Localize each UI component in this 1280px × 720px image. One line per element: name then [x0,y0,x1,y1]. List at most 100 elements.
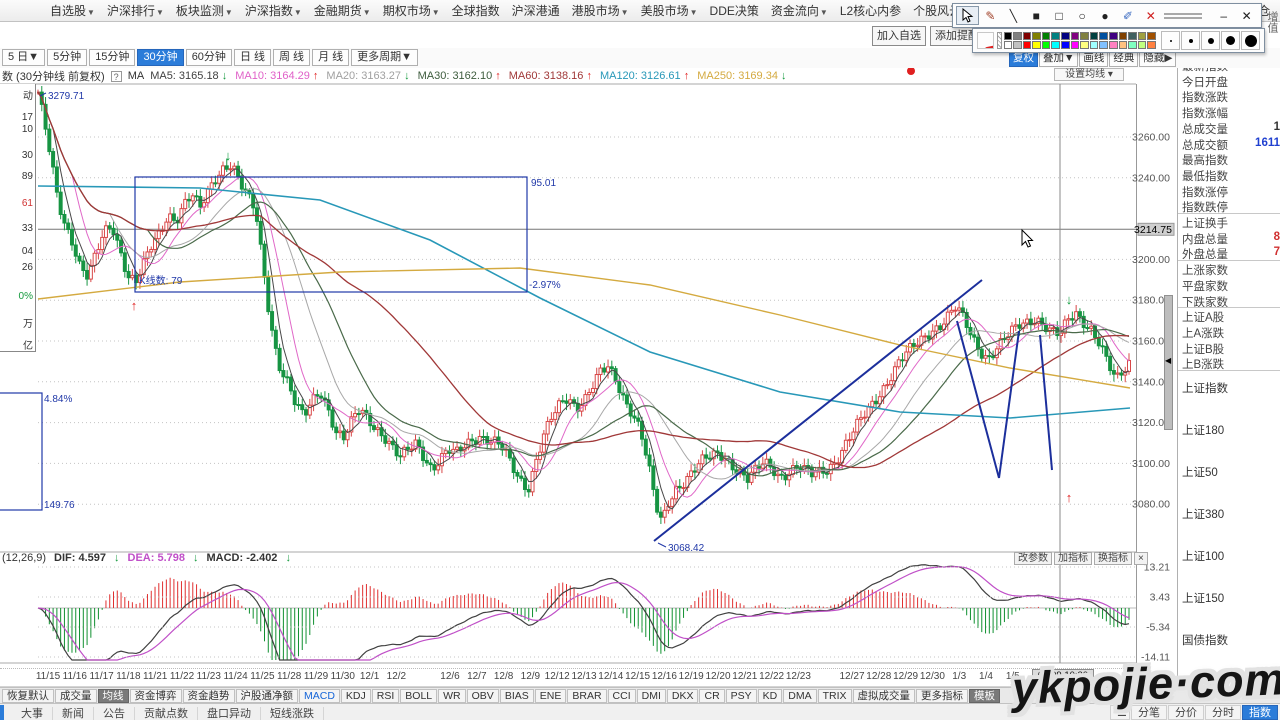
color-swatch[interactable] [1147,32,1156,40]
brush-tool[interactable]: ✐ [1122,8,1133,23]
color-swatch[interactable] [1013,41,1022,49]
line-width-option[interactable] [1201,31,1220,50]
menu-item-L2核心内参[interactable]: L2核心内参 [839,4,902,18]
color-swatch[interactable] [1013,32,1022,40]
statusbar-item-大事[interactable]: 大事 [12,707,53,720]
color-swatch[interactable] [1080,32,1089,40]
filled-rect-tool[interactable]: ■ [1032,8,1040,23]
quote-item-国债指数[interactable]: 国债指数 [1182,635,1228,647]
indicator-tab-RSI[interactable]: RSI [371,688,400,703]
menu-item-沪深港通[interactable]: 沪深港通 [511,4,560,18]
macd-button-改参数[interactable]: 改参数 [1014,552,1052,565]
color-swatch[interactable] [1137,32,1147,40]
color-swatch[interactable] [1099,41,1109,49]
indicator-tab-模板[interactable]: 模板 [969,688,1001,703]
menu-item-期权市场[interactable]: 期权市场▼ [382,4,440,18]
indicator-tab-更多指标[interactable]: 更多指标 [916,688,969,703]
statusbar-item-盘口异动[interactable]: 盘口异动 [198,707,261,720]
indicator-tab-BOLL[interactable]: BOLL [400,688,438,703]
color-swatch[interactable] [1118,32,1128,40]
pencil-tool[interactable]: ✎ [985,8,996,23]
color-swatch[interactable] [1070,41,1080,49]
color-swatch[interactable] [1109,41,1118,49]
color-swatch[interactable] [1022,32,1032,40]
color-swatch[interactable] [1003,32,1013,40]
ma-settings-dropdown[interactable]: 设置均线 ▾ [1054,68,1124,81]
timeframe-button-5 日▼[interactable]: 5 日▼ [2,49,46,66]
indicator-tab-资金博弈[interactable]: 资金博弈 [129,688,182,703]
color-swatch[interactable] [1147,41,1156,49]
color-swatch[interactable] [1137,41,1147,49]
quote-item-上证50[interactable]: 上证50 [1182,467,1218,479]
color-swatch[interactable] [1089,32,1099,40]
statusbar-item-短线涨跌[interactable]: 短线涨跌 [261,707,324,720]
quote-item-基金指数[interactable]: 基金指数 [1182,677,1228,687]
close-button[interactable]: ✕ [1241,8,1252,23]
color-swatch[interactable] [1109,32,1118,40]
indicator-tab-DMA[interactable]: DMA [783,688,817,703]
macd-button-×[interactable]: × [1134,552,1148,565]
line-width-option[interactable] [1161,31,1180,50]
statusbar-item-贡献点数[interactable]: 贡献点数 [135,707,198,720]
line-width-option[interactable] [1181,31,1200,50]
timeframe-button-周 线[interactable]: 周 线 [273,49,311,66]
color-swatch[interactable] [1032,32,1041,40]
color-swatch[interactable] [1128,41,1137,49]
line-width-option[interactable] [1221,31,1240,50]
menu-item-资金流向[interactable]: 资金流向▼ [770,4,828,18]
color-swatch[interactable] [1061,41,1070,49]
macd-button-加指标[interactable]: 加指标 [1054,552,1092,565]
color-swatch[interactable] [1070,32,1080,40]
indicator-tab-TRIX[interactable]: TRIX [817,688,852,703]
indicator-tab-WR[interactable]: WR [438,688,466,703]
adjust-button-画线[interactable]: 画线 [1079,50,1109,67]
color-swatch[interactable] [1041,32,1051,40]
macd-button-换指标[interactable]: 换指标 [1094,552,1132,565]
adjust-button-复权[interactable]: 复权 [1009,50,1038,67]
value-added-side-tab[interactable]: 增值 [1266,11,1278,33]
quote-item-上证180[interactable]: 上证180 [1182,425,1225,437]
color-swatch[interactable] [1051,32,1061,40]
color-swatch[interactable] [1041,41,1051,49]
menu-item-板块监测[interactable]: 板块监测▼ [175,4,233,18]
view-tab-分价[interactable]: 分价 [1168,705,1204,720]
indicator-tab-KD[interactable]: KD [757,688,783,703]
indicator-tab-资金趋势[interactable]: 资金趋势 [182,688,235,703]
indicator-tab-均线[interactable]: 均线 [97,688,129,703]
splitter-collapse-icon[interactable]: ◀ [1165,356,1172,365]
menu-item-港股市场[interactable]: 港股市场▼ [571,4,629,18]
line-width-option[interactable] [1241,31,1260,50]
quote-item-上证150[interactable]: 上证150 [1182,593,1225,605]
color-swatch[interactable] [1032,41,1041,49]
indicator-tab-OBV[interactable]: OBV [466,688,499,703]
color-swatch[interactable] [1003,41,1013,49]
hatch-pattern-swatch[interactable] [996,32,1002,49]
quote-item-上证指数[interactable]: 上证指数 [1182,383,1228,395]
menu-item-沪深排行[interactable]: 沪深排行▼ [106,4,164,18]
color-swatch[interactable] [1118,41,1128,49]
color-swatch[interactable] [1080,41,1089,49]
add-watchlist-button[interactable]: 加入自选 [872,26,926,46]
indicator-tab-虚拟成交量[interactable]: 虚拟成交量 [852,688,916,703]
indicator-tab-CR[interactable]: CR [699,688,725,703]
statusbar-item-新闻[interactable]: 新闻 [53,707,94,720]
adjust-button-叠加▼[interactable]: 叠加▼ [1039,50,1079,67]
indicator-tab-BIAS[interactable]: BIAS [499,688,534,703]
rect-tool[interactable]: □ [1055,8,1063,23]
statusbar-item-公告[interactable]: 公告 [94,707,135,720]
line-style-sample[interactable] [1162,6,1204,25]
chart-sidebar-splitter[interactable] [1164,295,1173,430]
color-swatch[interactable] [1061,32,1070,40]
timeframe-button-日 线[interactable]: 日 线 [233,49,271,66]
menu-item-自选股[interactable]: 自选股▼ [50,4,95,18]
timeframe-button-15分钟[interactable]: 15分钟 [89,49,136,66]
menu-item-全球指数[interactable]: 全球指数 [451,4,500,18]
indicator-tab-ENE[interactable]: ENE [534,688,567,703]
indicator-tab-沪股通净额[interactable]: 沪股通净额 [235,688,298,703]
color-swatch[interactable] [1089,41,1099,49]
indicator-tab-恢复默认[interactable]: 恢复默认 [2,688,54,703]
color-swatch[interactable] [1099,32,1109,40]
menu-item-DDE决策[interactable]: DDE决策 [709,4,759,18]
quote-item-上证380[interactable]: 上证380 [1182,509,1225,521]
